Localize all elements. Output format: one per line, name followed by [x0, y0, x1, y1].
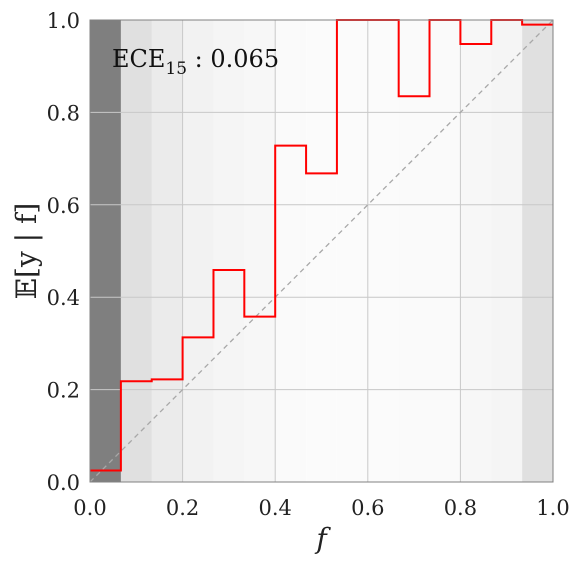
reference-diagonal: [89, 19, 554, 483]
bin-shade-2: [151, 20, 183, 482]
bin-shade-8: [337, 20, 368, 482]
bin-shade-0: [90, 20, 121, 482]
bin-shade-14: [522, 20, 553, 482]
y-tick-label-1: 0.2: [47, 379, 80, 403]
bin-shading: [90, 20, 553, 482]
bin-shade-13: [491, 20, 523, 482]
y-tick-labels: 0.0 0.2 0.4 0.6 0.8 1.0: [47, 9, 80, 495]
bin-shade-12: [460, 20, 491, 482]
x-tick-label-1: 0.2: [166, 496, 199, 520]
ece-annotation: ECE15 : 0.065: [112, 45, 279, 79]
y-tick-label-3: 0.6: [47, 194, 80, 218]
y-tick-label-2: 0.4: [47, 286, 80, 310]
ece-label: ECE: [112, 45, 165, 73]
bin-shade-6: [275, 20, 306, 482]
plot-frame: [89, 19, 554, 483]
bin-shade-5: [244, 20, 275, 482]
y-tick-label-4: 0.8: [47, 101, 80, 125]
y-tick-label-0: 0.0: [47, 471, 80, 495]
bin-shade-9: [368, 20, 399, 482]
y-axis-label: 𝔼[y | f]: [10, 203, 43, 300]
x-tick-labels: 0.0 0.2 0.4 0.6 0.8 1.0: [73, 496, 569, 520]
ece-subscript: 15: [165, 59, 187, 79]
series-step-line: [90, 19, 553, 472]
x-tick-label-0: 0.0: [73, 496, 106, 520]
ece-value: : 0.065: [187, 45, 279, 73]
x-tick-label-2: 0.4: [258, 496, 291, 520]
x-tick-label-3: 0.6: [351, 496, 384, 520]
bin-shade-1: [120, 20, 152, 482]
x-tick-label-5: 1.0: [536, 496, 569, 520]
bin-shade-11: [430, 20, 461, 482]
bin-shade-10: [399, 20, 430, 482]
bin-shade-3: [182, 20, 214, 482]
x-tick-label-4: 0.8: [444, 496, 477, 520]
x-axis-label: f: [314, 522, 331, 555]
bin-shade-4: [213, 20, 245, 482]
y-tick-label-5: 1.0: [47, 9, 80, 33]
